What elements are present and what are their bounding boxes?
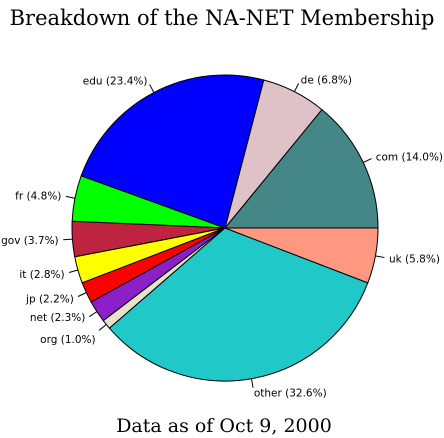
leader-line-fr [65,195,76,199]
pie-slices [71,74,379,382]
chart-title: Breakdown of the NA-NET Membership [10,6,435,30]
leader-line-other [250,378,254,388]
slice-label-other: other (32.6%) [254,387,327,399]
leader-line-org [98,324,107,331]
leader-line-uk [375,255,385,259]
leader-line-it [68,269,79,274]
chart-caption: Data as of Oct 9, 2000 [116,415,332,437]
slice-label-com: com (14.0%) [376,152,443,164]
leader-line-de [293,83,300,92]
pie-slice-uk [224,227,379,284]
leader-line-jp [77,292,87,297]
slice-labels: com (14.0%) de (6.8%) edu (23.4%) fr (4.8%)… [1,74,443,399]
slice-label-net: net (2.3%) [30,312,85,324]
slice-label-org: org (1.0%) [40,334,95,346]
slice-label-uk: uk (5.8%) [389,253,440,265]
slice-label-jp: jp (2.2%) [25,293,74,305]
pie-slice-other [108,227,369,382]
pie-slice-com [223,108,379,229]
slice-label-fr: fr (4.8%) [15,191,61,203]
leader-line-edu [149,84,155,93]
leader-line-net [88,311,98,318]
leader-line-com [363,158,372,163]
leader-lines [63,83,385,388]
pie-slice-edu [80,74,265,229]
slice-label-gov: gov (3.7%) [1,235,59,247]
leader-line-gov [63,238,73,241]
slice-label-de: de (6.8%) [301,74,352,86]
slice-label-it: it (2.8%) [19,269,64,281]
slice-label-edu: edu (23.4%) [83,75,148,87]
